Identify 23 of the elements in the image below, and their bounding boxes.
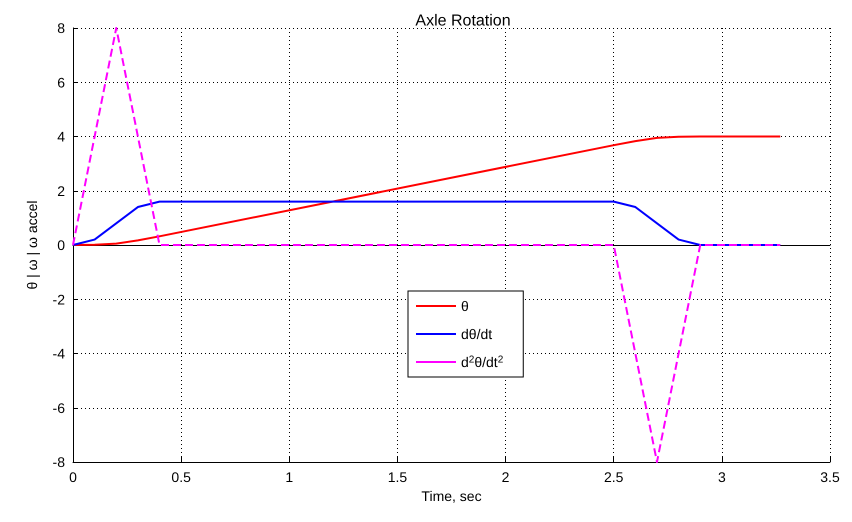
- y-axis-title: θ | ω | ω accel: [24, 200, 40, 290]
- y-tick-label: -6: [52, 400, 66, 416]
- y-tick-label: -4: [52, 346, 66, 362]
- y-tick-label: -8: [52, 454, 66, 470]
- x-tick-label: 3.5: [820, 469, 840, 485]
- legend-label: dθ/dt: [461, 326, 492, 342]
- x-tick-label: 3: [718, 469, 726, 485]
- y-tick-label: 4: [57, 128, 66, 144]
- legend-label: θ: [461, 298, 469, 314]
- x-tick-label: 1: [285, 469, 294, 485]
- x-tick-label: 2: [502, 469, 510, 485]
- y-tick-label: 8: [57, 20, 66, 36]
- chart-title: Axle Rotation: [415, 12, 511, 30]
- x-tick-label: 0.5: [171, 469, 192, 485]
- x-tick-label: 2.5: [604, 469, 624, 485]
- y-tick-label: -2: [52, 291, 66, 308]
- x-axis-title: Time, sec: [421, 488, 482, 504]
- y-tick-label: 6: [57, 74, 66, 90]
- y-tick-label: 2: [57, 182, 66, 199]
- x-tick-label: 0: [69, 469, 78, 485]
- y-tick-label: 0: [57, 237, 66, 253]
- x-tick-label: 1.5: [388, 469, 408, 485]
- line-series: [72, 136, 782, 246]
